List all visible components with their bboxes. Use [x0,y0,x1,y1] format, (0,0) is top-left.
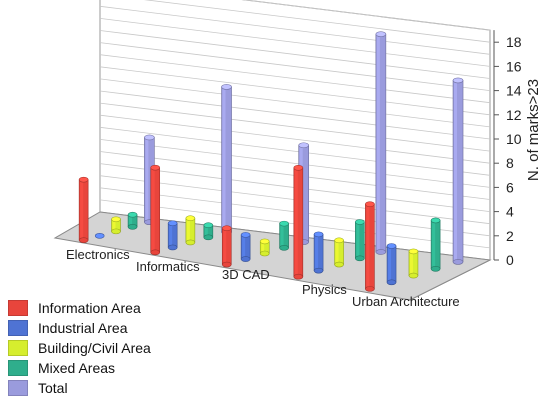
gridline [99,114,491,164]
gridline [99,90,491,140]
y-tick-label: 18 [506,34,522,50]
gridline [99,126,491,176]
bar [259,238,270,257]
legend-item: Building/Civil Area [8,338,151,358]
category-label: Physics [302,282,347,297]
bar [185,215,196,246]
legend-item: Mixed Areas [8,358,151,378]
y-tick-label: 2 [506,228,514,244]
y-tick-label: 16 [506,58,522,74]
legend-swatch [8,340,28,356]
legend-label: Information Area [38,300,141,316]
category-label: Urban Architecture [352,294,460,309]
gridline [99,78,491,128]
legend-swatch [8,300,28,316]
bars-group [78,31,464,292]
gridline [99,5,491,55]
legend-item: Total [8,378,151,398]
bar [167,220,178,251]
bar [111,216,121,235]
legend-item: Industrial Area [8,318,151,338]
bar [355,219,365,262]
y-tick-label: 8 [506,155,514,171]
gridline [143,0,491,43]
gridline [99,66,491,116]
gridline [99,139,491,188]
y-tick-label: 4 [506,204,514,220]
legend-item: Information Area [8,298,151,318]
category-label: Informatics [136,259,200,274]
bar [203,222,214,241]
bar [430,217,441,272]
bar [386,243,397,286]
y-axis-title: N. of marks>23 [525,79,542,181]
bar [78,176,89,243]
y-tick-label: 0 [506,252,514,268]
y-tick-label: 10 [506,131,522,147]
legend-label: Industrial Area [38,320,128,336]
legend-swatch [8,320,28,336]
y-tick-label: 14 [506,83,522,99]
bar [313,231,324,274]
gridline [99,42,491,91]
gridline [99,30,491,79]
legend: Information Area Industrial Area Building/… [8,298,151,398]
bar [279,220,289,251]
bar [150,164,161,256]
y-tick-label: 6 [506,179,514,195]
y-axis: 0 2 4 6 8 10 12 14 16 18 [493,30,522,268]
gridline [242,0,491,31]
bar [365,201,375,292]
legend-label: Mixed Areas [38,360,116,376]
bar [293,165,304,280]
bar [94,233,105,239]
bar [127,211,138,230]
bar [221,84,232,235]
category-labels: Electronics Informatics 3D CAD Physics Urban… [66,247,460,309]
legend-swatch [8,360,28,376]
legend-label: Building/Civil Area [38,340,151,356]
gridline [99,18,491,67]
legend-label: Total [38,380,68,396]
bar [334,237,344,268]
legend-swatch [8,380,28,396]
gridline [99,102,491,152]
bar [221,225,232,268]
bar [240,232,251,262]
category-label: Electronics [66,247,130,262]
y-tick-label: 12 [506,107,522,123]
bar [408,248,419,279]
gridline [99,54,491,104]
bar [375,31,387,255]
bar [452,77,464,265]
category-label: 3D CAD [222,267,270,282]
